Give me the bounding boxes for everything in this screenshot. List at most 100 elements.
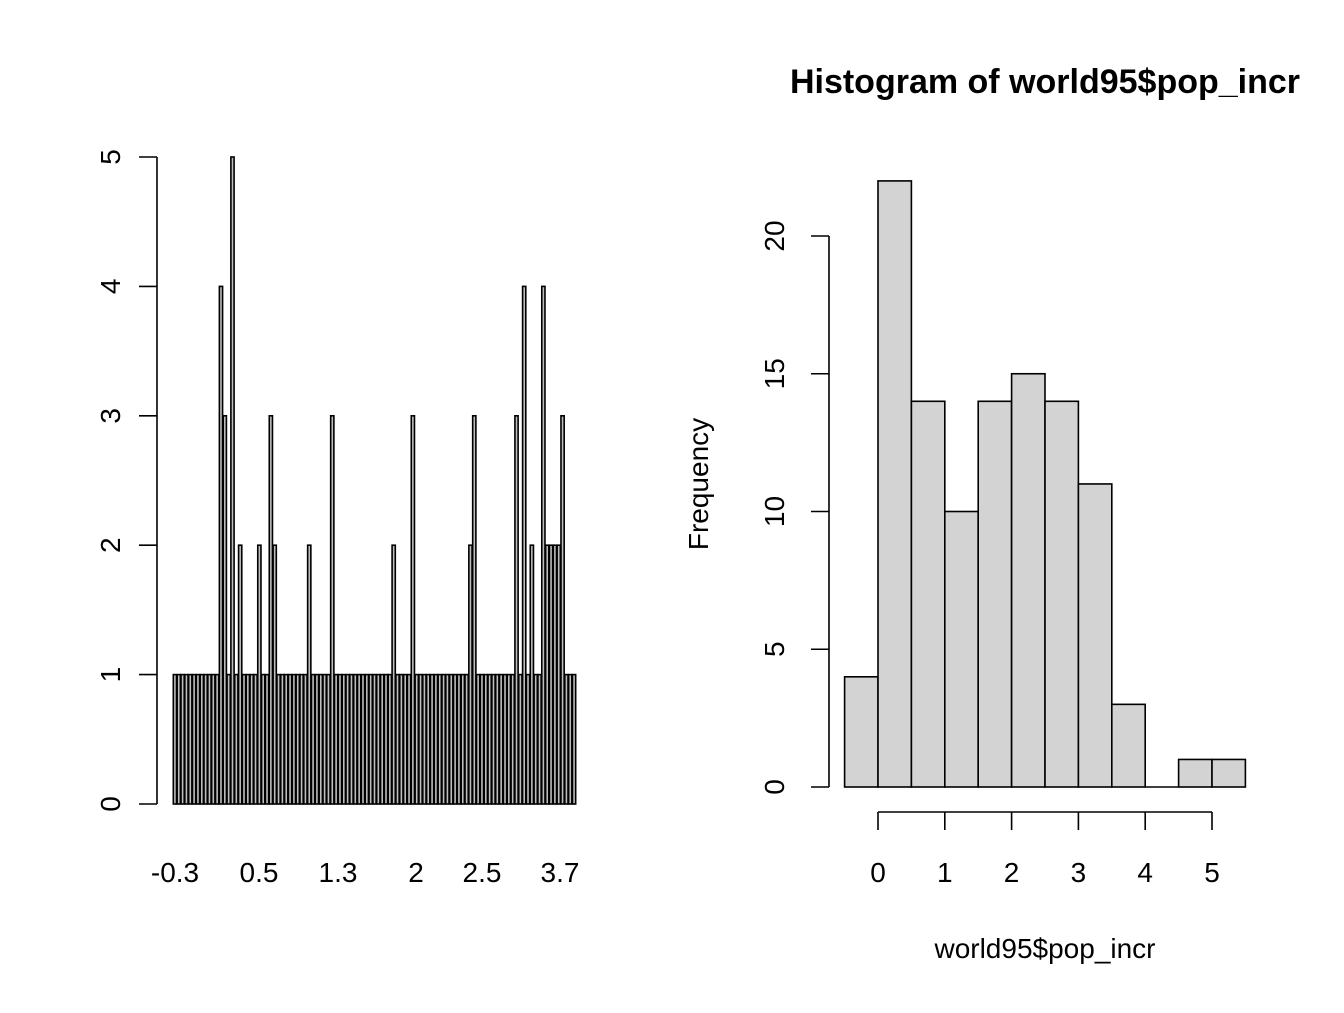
histogram-bar [843,675,879,788]
barplot-y-tick-label: 2 [95,537,126,553]
barplot-bar [303,673,308,805]
barplot-bar [391,544,397,805]
histogram-panel: Histogram of world95$pop_incr Frequency … [683,63,1300,964]
barplot-bar [441,673,446,805]
barplot-bar [537,673,542,805]
barplot-bar [187,673,193,805]
barplot-bar [548,544,554,805]
histogram-x-axis-label: world95$pop_incr [933,933,1155,964]
barplot-bar [571,673,577,805]
barplot-y-tick-label: 4 [95,279,126,295]
barplot-bar [502,673,508,805]
histogram-bar [943,510,979,788]
barplot-y-tick-label: 0 [95,796,126,812]
barplot-bar [525,673,531,805]
barplot-bar [433,673,439,805]
barplot-bar [533,673,539,805]
barplot-bar [172,673,178,805]
barplot-x-tick-label: 2 [408,857,424,888]
histogram-bar [1211,758,1247,788]
barplot-bar [176,673,182,805]
barplot-bar [352,673,358,805]
barplot-bar [540,285,546,805]
barplot-bar [506,673,512,805]
barplot-bar [341,673,347,805]
barplot-x-tick-label: 1.3 [319,857,358,888]
barplot-bar [314,673,320,805]
barplot-bar [494,673,500,805]
barplot-x-tick-label: 2.5 [463,857,502,888]
barplot-bar [418,673,423,805]
barplot-bar [272,544,278,805]
histogram-x-tick-label: 5 [1204,857,1220,888]
histogram-y-axis-label: Frequency [683,418,714,550]
barplot-y-tick-label: 1 [95,667,126,683]
barplot-bar [483,673,489,805]
histogram-y-tick-label: 0 [759,779,790,795]
barplot-bar [326,673,331,805]
barplot-bars [172,156,577,805]
barplot-bar [437,673,443,805]
histogram-y-tick-label: 10 [759,496,790,527]
histogram-y-tick-label: 20 [759,220,790,251]
barplot-bar [253,673,258,805]
barplot-bar [345,673,351,805]
histogram-y-axis: 0 5 10 15 20 [759,220,830,795]
barplot-bar [180,673,186,805]
barplot-bar [364,673,370,805]
barplot-bar [445,673,450,805]
barplot-bar [256,544,262,805]
barplot-bar [410,414,416,805]
barplot-panel: 0 1 2 3 4 5 -0.3 0.5 1.3 2 2.5 3.7 [95,149,580,888]
barplot-bar [429,673,435,805]
barplot-bar [514,414,519,805]
barplot-bar [226,673,232,805]
histogram-bar [977,400,1013,788]
barplot-bar [460,673,466,805]
barplot-bar [560,414,565,805]
barplot-x-tick-label: 0.5 [240,857,279,888]
barplot-bar [276,673,281,805]
barplot-bar [264,673,270,805]
barplot-bar [368,673,374,805]
barplot-bar [249,673,255,805]
barplot-bar [287,673,293,805]
barplot-bar [398,673,404,805]
barplot-bar [260,673,266,805]
barplot-bar [375,673,381,805]
barplot-bar [521,285,527,805]
histogram-y-tick-label: 15 [759,358,790,389]
barplot-bar [191,673,197,805]
barplot-bar [349,673,354,805]
barplot-bar [299,673,304,805]
barplot-bar [491,673,496,805]
barplot-bar [552,544,558,805]
barplot-bar [452,673,458,805]
barplot-bar [318,673,324,805]
histogram-y-tick-label: 5 [759,641,790,657]
barplot-bar [448,673,454,805]
barplot-bar [306,544,312,805]
histogram-bars [843,180,1247,788]
barplot-bar [230,156,235,805]
barplot-bar [498,673,504,805]
barplot-bar [402,673,408,805]
barplot-y-tick-label: 3 [95,408,126,424]
barplot-bar [310,673,316,805]
histogram-x-tick-label: 4 [1137,857,1153,888]
histogram-bar [1044,400,1080,788]
barplot-bar [245,673,251,805]
histogram-bar [1077,483,1113,788]
barplot-bar [268,414,274,805]
histogram-x-tick-label: 3 [1071,857,1087,888]
barplot-bar [414,673,420,805]
barplot-bar [295,673,301,805]
barplot-bar [468,544,473,805]
barplot-bar [567,673,573,805]
barplot-bar [291,673,297,805]
histogram-x-axis: 0 1 2 3 4 5 [870,811,1220,888]
barplot-bar [464,673,470,805]
barplot-bar [322,673,328,805]
barplot-bar [237,544,243,805]
